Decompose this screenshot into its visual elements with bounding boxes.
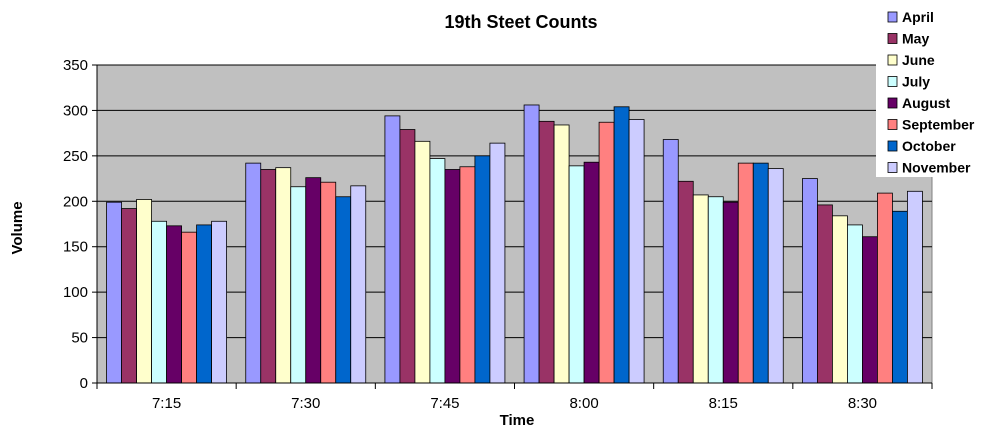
- bar-august-730: [305, 177, 322, 384]
- bar-november-745: [489, 142, 506, 384]
- bar-may-730: [260, 169, 277, 384]
- bar-may-745: [399, 129, 416, 384]
- x-tick-label: 8:15: [709, 395, 738, 412]
- bars: [106, 104, 923, 384]
- x-tick-label: 7:30: [291, 395, 320, 412]
- bar-june-815: [692, 194, 709, 384]
- chart-title: 19th Steet Counts: [444, 12, 597, 32]
- bar-august-800: [583, 161, 600, 384]
- bar-august-815: [722, 201, 739, 384]
- bar-june-830: [832, 215, 848, 384]
- bar-august-715: [166, 225, 182, 384]
- legend-swatch: [887, 33, 898, 44]
- bar-october-715: [196, 224, 212, 384]
- y-axis-title: Volume: [9, 201, 26, 254]
- y-tick-label: 150: [63, 239, 88, 256]
- bar-april-730: [245, 162, 262, 384]
- legend-label: November: [902, 160, 971, 176]
- y-tick-label: 250: [63, 148, 88, 165]
- bar-june-715: [136, 199, 152, 384]
- legend-label: August: [902, 95, 951, 111]
- bar-april-830: [802, 178, 818, 384]
- legend-label: July: [902, 74, 930, 90]
- bar-september-815: [737, 162, 754, 384]
- bar-june-800: [553, 124, 570, 384]
- x-tick-label: 8:00: [569, 395, 598, 412]
- bar-july-830: [847, 224, 863, 384]
- y-tick-label: 0: [80, 375, 88, 392]
- bar-may-815: [677, 180, 694, 384]
- bar-june-730: [275, 167, 292, 384]
- bar-september-800: [598, 121, 615, 384]
- x-axis: 7:15 7:30 7:45 8:00 8:15 8:30: [96, 382, 933, 412]
- bar-october-830: [892, 210, 908, 384]
- y-tick-label: 200: [63, 193, 88, 210]
- x-axis-title: Time: [500, 412, 535, 429]
- bar-november-800: [628, 119, 645, 384]
- bar-july-730: [290, 186, 307, 384]
- legend-label: October: [902, 138, 956, 154]
- legend-label: September: [902, 117, 975, 133]
- bar-september-715: [181, 231, 197, 384]
- bar-november-730: [350, 185, 367, 384]
- bar-july-745: [429, 158, 446, 384]
- y-tick-label: 300: [63, 102, 88, 119]
- bar-july-815: [707, 196, 724, 384]
- bar-october-800: [613, 106, 630, 384]
- y-tick-label: 100: [63, 284, 88, 301]
- bar-april-800: [523, 104, 540, 384]
- y-tick-label: 50: [71, 330, 88, 347]
- bar-june-745: [414, 140, 431, 384]
- bar-november-815: [767, 168, 784, 384]
- bar-september-730: [320, 181, 337, 384]
- bar-april-715: [106, 201, 122, 384]
- gridlines: [97, 64, 932, 339]
- legend-label: June: [902, 52, 935, 68]
- bar-october-730: [335, 196, 352, 384]
- bar-may-800: [538, 120, 555, 384]
- bar-july-800: [568, 165, 585, 384]
- plot-area: [96, 64, 933, 384]
- bar-april-815: [662, 139, 679, 384]
- legend-swatch: [887, 140, 898, 152]
- x-tick-label: 7:15: [152, 395, 181, 412]
- bar-august-745: [444, 169, 461, 384]
- bar-november-715: [211, 220, 227, 384]
- legend: April May June July August September October No…: [876, 5, 1000, 177]
- bar-april-745: [384, 115, 401, 384]
- y-tick-label: 350: [63, 57, 88, 74]
- bar-september-830: [877, 192, 893, 384]
- bar-november-830: [907, 190, 923, 384]
- x-tick-label: 8:30: [848, 395, 877, 412]
- legend-label: April: [902, 9, 934, 25]
- bar-may-830: [817, 204, 833, 384]
- x-tick-label: 7:45: [430, 395, 459, 412]
- bar-september-745: [459, 166, 476, 384]
- bar-may-715: [121, 208, 137, 384]
- legend-swatch: [887, 76, 898, 87]
- legend-swatch: [887, 54, 898, 66]
- bar-july-715: [151, 220, 167, 384]
- legend-label: May: [902, 31, 929, 47]
- legend-swatch: [887, 11, 898, 23]
- y-axis: 0 50 100 150 200 250 300 350: [63, 57, 98, 392]
- bar-october-815: [752, 162, 769, 384]
- bar-august-830: [862, 236, 878, 384]
- bar-october-745: [474, 155, 491, 384]
- legend-swatch: [887, 162, 898, 173]
- legend-swatch: [887, 97, 898, 109]
- legend-swatch: [887, 119, 898, 130]
